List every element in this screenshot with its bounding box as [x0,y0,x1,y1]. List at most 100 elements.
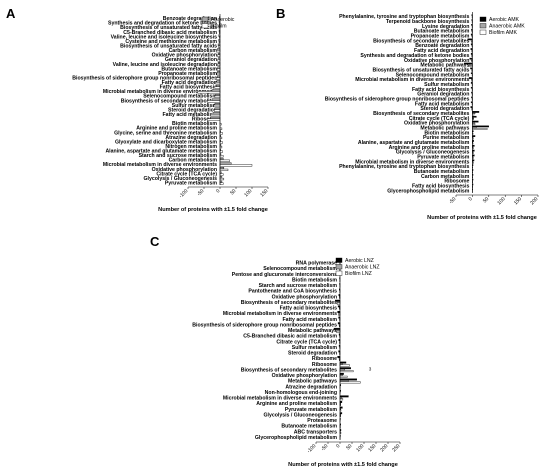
category-label: Cysteine and methionine metabolism [125,39,217,45]
bar-anaerobic [215,93,221,97]
category-label: Steroid degradation [288,351,337,357]
bar-anaerobic [217,71,221,74]
x-tick-label: -50 [196,188,206,198]
category-label: Sulfur metabolism [172,103,218,109]
category-label: Metabolic pathways [420,125,469,131]
bar-anaerobic-lnz [339,380,349,382]
bar-biofilm [217,59,221,62]
x-axis-label: Number of proteins with ±1.5 fold change [158,207,268,213]
category-label: Microbial metabolism in diverse environm… [355,77,469,83]
category-label: Oxidative phosphorylation [152,53,217,59]
category-label: Fatty acid degradation [414,48,469,54]
category-label: Biosynthesis of secondary metabolites [373,38,469,44]
bar-aerobic-lnz [337,311,341,313]
bar-biofilm-lnz [339,398,344,401]
category-label: Butanoate metabolism [161,66,217,72]
legend-swatch [335,270,343,276]
legend-swatch [335,257,343,263]
category-label: Pyruvate metabolism [165,181,218,187]
category-label: Citrate cycle (TCA cycle) [409,116,470,122]
category-label: Selenocompound metabolism [143,94,217,100]
category-label: Starch and sucrose metabolism [139,153,218,159]
category-label: Oxidative phosphorylation [152,167,217,173]
bar-anaerobic [217,66,221,69]
legend-entry: Biofilm LNZ [345,271,372,277]
bar-aerobic-lnz [339,361,347,364]
x-axis-label: Number of proteins with ±1.5 fold change [288,462,398,467]
category-label: Fatty acid metabolism [415,101,470,107]
category-label: Biosynthesis of secondary metabolites [121,98,217,104]
bar-anaerobic [219,167,225,170]
category-label: Microbial metabolism in diverse environm… [103,162,217,168]
category-label: Glycine, serine and threonine metabolism [114,130,217,136]
category-label: Biosynthesis of secondary metabolites [241,300,337,306]
legend-swatch [479,23,487,29]
x-tick-label: 250 [391,443,401,453]
bar-anaerobic-lnz [335,329,341,332]
panel-label: A [6,6,16,21]
bar-aerobic-lnz [339,367,352,370]
bar-biofilm-lnz [336,330,341,333]
bar-anaerobic [214,107,221,110]
category-label: Arginine and proline metabolism [136,126,217,132]
legend-entry: Aerobic LNZ [345,258,374,264]
legend-swatch [201,16,209,22]
category-label: Phenylalanine, tyrosine and tryptophan b… [339,14,469,20]
bar-biofilm [217,54,221,57]
category-label: Biosynthesis of secondary metabolites [241,367,337,373]
category-label: Fatty acid biosynthesis [160,85,217,91]
category-label: Citrate cycle (TCA cycle) [276,339,337,345]
x-axis-label: Number of proteins with ±1.5 fold change [427,215,537,221]
bar-aerobic-lnz [339,406,343,409]
category-label: Terpenoid backbone biosynthesis [386,19,470,25]
legend-entry: Biofilm AMK [489,30,518,36]
category-label: Metabolic pathways [288,379,337,385]
x-tick-label: 150 [259,188,269,198]
category-label: C5-Branched dibasic acid metabolism [243,334,337,340]
x-tick-label: -100 [178,188,189,199]
category-label: Oxidative phosphorylation [272,294,337,300]
x-tick-label: 200 [379,443,389,453]
category-label: Starch and sucrose metabolism [259,283,338,289]
category-label: Synthesis and degradation of ketone bodi… [360,53,469,59]
category-label: Atrazine degradation [165,135,217,141]
category-label: Arginine and proline metabolism [389,145,470,151]
category-label: Carbon metabolism [169,158,218,164]
bar-biofilm [219,177,225,181]
bar-anaerobic [211,89,221,92]
legend-entry: Anaerobic [211,17,235,23]
x-tick-label: 0 [335,443,341,449]
category-label: Oxidative phosphorylation [404,121,469,127]
category-label: Valine, leucine and isoleucine degradati… [113,62,217,68]
x-tick-label: 0 [468,196,474,202]
category-label: Oxidative phosphorylation [272,373,337,379]
category-label: Benzoate degradation [163,16,217,22]
category-label: C5-Branched dibasic acid metabolism [123,30,217,36]
category-label: Lysine degradation [422,24,469,30]
bar-biofilm [216,72,221,76]
bar-biofilm [219,150,223,153]
category-label: Glycerophospholipid metabolism [255,435,338,441]
category-label: Ribosome [312,362,337,368]
bar-biofilm-lnz [336,302,341,305]
x-tick-label: -100 [306,443,317,454]
category-label: RNA polymerase [296,261,337,267]
category-label: Fatty acid degradation [162,80,217,86]
bar-biofilm-amk [472,123,476,125]
bar-anaerobic-lnz [339,363,343,365]
bar-anaerobic [212,112,221,115]
category-label: Sulfur metabolism [424,82,470,88]
category-label: Alanine, aspartate and glutamate metabol… [105,149,217,155]
category-label: Non-homologous end-joining [265,390,337,396]
category-label: Fatty acid biosynthesis [412,87,469,93]
legend-entry: Aerobic AMK [489,17,520,23]
category-label: Purine metabolism [423,135,470,141]
legend-entry: Biofilm [211,24,227,30]
bar-anaerobic [211,98,221,101]
bar-biofilm-lnz [339,375,348,378]
bar-anaerobic [217,48,221,51]
x-tick-label: 200 [529,196,539,206]
category-label: Steroid degradation [168,107,217,113]
x-tick-label: 50 [482,196,490,204]
